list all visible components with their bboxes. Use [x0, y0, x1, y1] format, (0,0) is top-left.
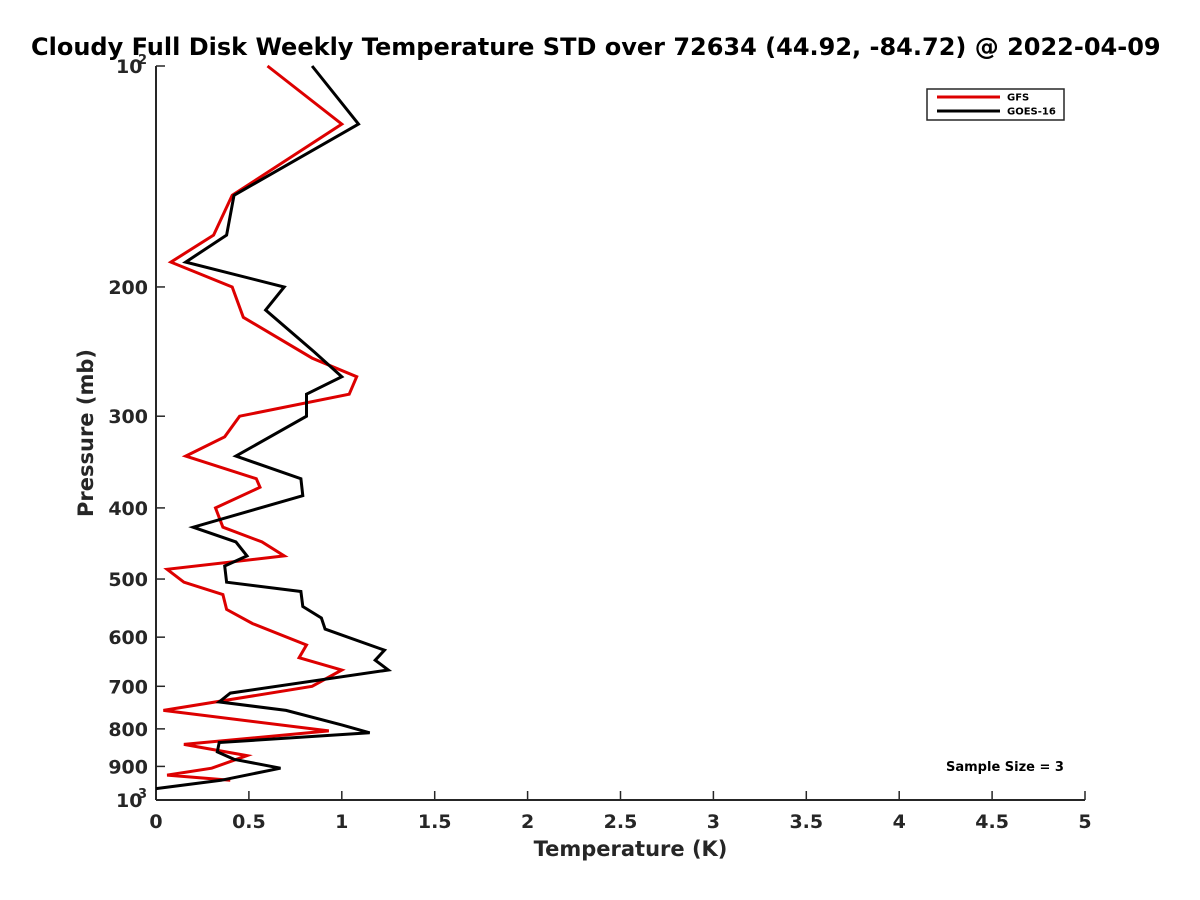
y-tick-label: 400 [108, 498, 148, 520]
series-line-goes-16 [155, 65, 393, 791]
legend-box [926, 88, 1065, 121]
y-tick-label: 600 [108, 627, 148, 649]
x-axis-label: Temperature (K) [534, 837, 728, 861]
x-tick-label: 0.5 [232, 811, 266, 833]
x-tick-label: 4.5 [975, 811, 1009, 833]
x-tick-label: 3 [707, 811, 720, 833]
y-tick-label: 700 [108, 676, 148, 698]
y-axis-label: Pressure (mb) [74, 349, 98, 517]
x-tick-label: 2 [521, 811, 534, 833]
x-tick-label: 0 [149, 811, 162, 833]
y-tick-label: 10 [116, 56, 142, 78]
y-tick-label: 800 [108, 719, 148, 741]
x-tick-label: 1.5 [418, 811, 452, 833]
y-tick-label: 900 [108, 756, 148, 778]
legend-label-goes-16: GOES-16 [1007, 107, 1056, 118]
series-line-gfs [163, 64, 359, 782]
y-tick-label: 300 [108, 406, 148, 428]
x-tick-label: 5 [1078, 811, 1091, 833]
y-tick-label: 500 [108, 569, 148, 591]
plot-area [155, 64, 393, 791]
y-tick-exponent: 2 [138, 53, 147, 68]
y-tick-label: 200 [108, 277, 148, 299]
axes: 0 0.5 1 1.5 2 2.5 3 3.5 4 4.5 51022003004005006007… [74, 53, 1092, 861]
sample-size-annotation: Sample Size = 3 [946, 760, 1064, 775]
x-tick-label: 1 [335, 811, 348, 833]
legend-label-gfs: GFS [1007, 93, 1029, 104]
x-tick-label: 4 [893, 811, 906, 833]
x-tick-label: 2.5 [604, 811, 638, 833]
chart-title: Cloudy Full Disk Weekly Temperature STD … [31, 33, 1161, 61]
x-tick-label: 3.5 [789, 811, 823, 833]
y-tick-exponent: 3 [138, 787, 147, 802]
legend: GFS GOES-16 [926, 88, 1065, 121]
y-tick-label: 10 [116, 790, 142, 812]
